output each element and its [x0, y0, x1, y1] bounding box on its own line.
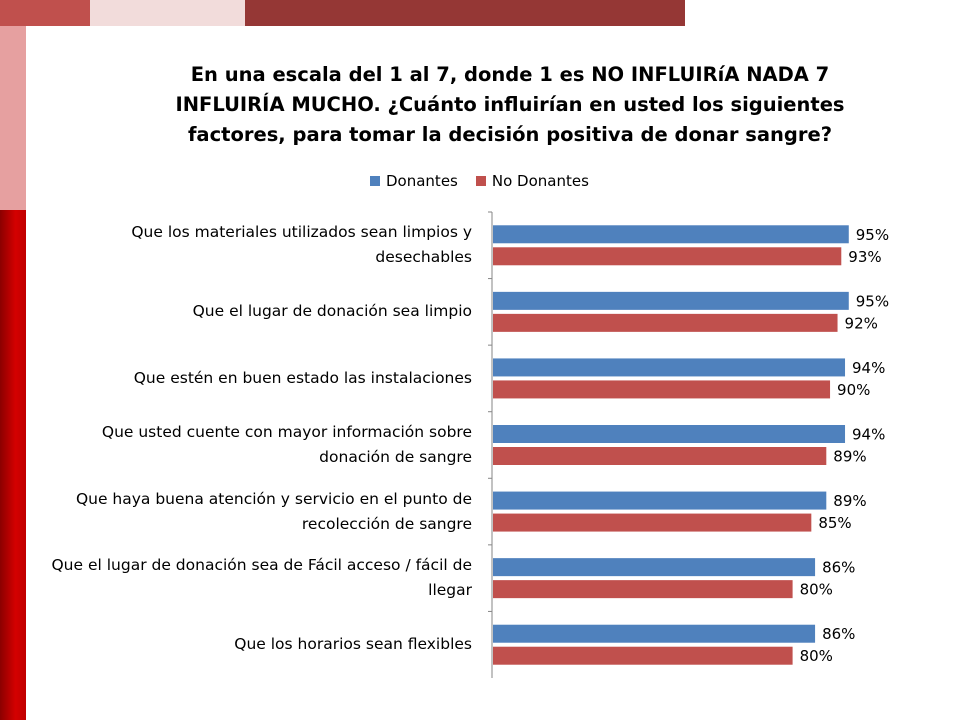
- data-label: 90%: [837, 381, 870, 399]
- category-label: Que el lugar de donación sea limpio: [192, 302, 472, 321]
- legend-item-donantes: Donantes: [370, 172, 458, 190]
- header-stripe-red: [0, 0, 90, 26]
- legend-label-donantes: Donantes: [386, 172, 458, 190]
- bar-no-donantes: [493, 247, 842, 266]
- data-label: 86%: [822, 559, 855, 577]
- data-label: 80%: [800, 647, 833, 665]
- category-label: Que estén en buen estado las instalacion…: [133, 368, 472, 387]
- category-label: Que los materiales utilizados sean limpi…: [131, 223, 472, 267]
- data-label: 95%: [856, 292, 889, 310]
- bar-no-donantes: [493, 646, 793, 665]
- header-stripe-dark-red: [245, 0, 685, 26]
- data-label: 86%: [822, 625, 855, 643]
- bar-donantes: [493, 291, 849, 310]
- legend-swatch-donantes: [370, 176, 380, 186]
- category-label: Que usted cuente con mayor información s…: [101, 423, 472, 466]
- bar-no-donantes: [493, 513, 812, 532]
- side-stripe-pink: [0, 26, 26, 210]
- side-stripe-red: [0, 210, 26, 720]
- data-label: 80%: [800, 581, 833, 599]
- data-label: 93%: [848, 248, 881, 266]
- bar-no-donantes: [493, 313, 838, 332]
- bar-donantes: [493, 624, 816, 643]
- data-label: 92%: [845, 314, 878, 332]
- bar-no-donantes: [493, 580, 793, 599]
- data-label: 89%: [833, 492, 866, 510]
- bar-donantes: [493, 425, 846, 443]
- data-label: 89%: [833, 448, 866, 466]
- legend-item-no-donantes: No Donantes: [475, 172, 589, 190]
- legend-swatch-no-donantes: [475, 176, 486, 186]
- bar-donantes: [493, 558, 816, 577]
- data-label: 94%: [852, 426, 885, 444]
- category-label: Que el lugar de donación sea de Fácil ac…: [51, 556, 472, 600]
- bar-no-donantes: [493, 380, 831, 399]
- data-label: 94%: [852, 359, 885, 377]
- category-label: Que haya buena atención y servicio en el…: [75, 489, 472, 533]
- chart-title: En una escala del 1 al 7, donde 1 es NO …: [175, 63, 845, 146]
- bar-donantes: [493, 225, 849, 244]
- header-stripe-pink: [90, 0, 245, 26]
- bar-donantes: [493, 358, 846, 377]
- category-label: Que los horarios sean flexibles: [234, 635, 472, 654]
- data-label: 95%: [856, 226, 889, 244]
- legend-label-no-donantes: No Donantes: [491, 172, 589, 190]
- data-label: 85%: [818, 514, 851, 532]
- bar-no-donantes: [493, 447, 827, 465]
- bar-donantes: [493, 491, 827, 510]
- chart-legend: Donantes No Donantes: [370, 172, 607, 190]
